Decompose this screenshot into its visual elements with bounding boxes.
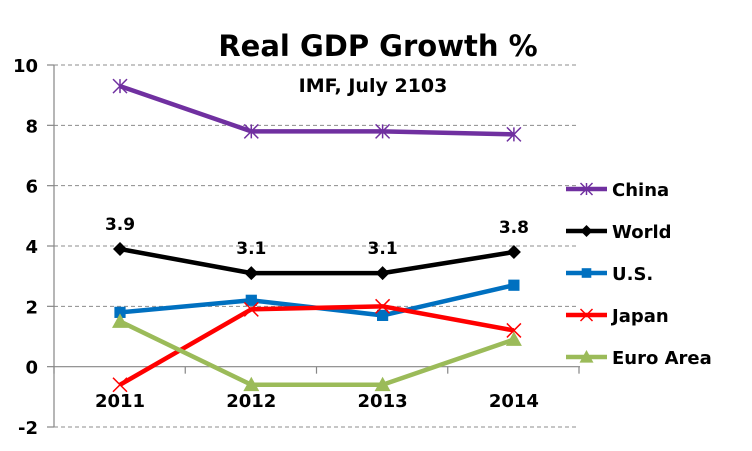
legend-item-china: China <box>566 180 669 201</box>
x-axis-ticks: 2011 2012 2013 2014 <box>95 391 539 412</box>
data-point-china <box>375 123 391 139</box>
data-point-world <box>113 242 127 257</box>
legend-label-euro-area: Euro Area <box>612 348 712 369</box>
series-japan <box>112 298 522 393</box>
x-tick-label: 2012 <box>226 391 276 412</box>
y-tick-label: 4 <box>25 237 38 258</box>
series-layer <box>112 78 522 393</box>
chart-subtitle: IMF, July 2103 <box>299 75 448 97</box>
legend-marker-world <box>580 225 593 237</box>
series-line-japan <box>118 304 515 387</box>
data-label-world: 3.1 <box>236 239 266 259</box>
legend-item-japan: Japan <box>566 306 669 327</box>
legend-marker-japan <box>579 308 594 322</box>
series-u-s <box>114 279 520 321</box>
series-world <box>113 242 521 281</box>
data-point-u-s <box>508 279 520 291</box>
legend-marker-china <box>579 182 594 196</box>
legend-label-china: China <box>612 180 669 201</box>
data-point-u-s <box>245 294 257 306</box>
data-point-euro-area <box>112 313 128 328</box>
axes <box>47 64 580 428</box>
data-label-world: 3.8 <box>499 218 529 238</box>
y-tick-label: 6 <box>25 177 38 198</box>
y-tick-label: 10 <box>13 56 38 77</box>
data-point-china <box>112 78 128 94</box>
series-euro-area <box>112 313 522 392</box>
data-point-world <box>244 266 259 281</box>
x-tick-label: 2011 <box>95 391 145 412</box>
series-line-china <box>119 83 514 137</box>
legend-item-world: World <box>566 222 672 243</box>
data-point-euro-area <box>243 376 260 392</box>
data-label-world: 3.1 <box>368 239 398 259</box>
series-china <box>112 78 522 142</box>
y-tick-label: 2 <box>25 297 38 318</box>
data-point-china <box>506 126 522 142</box>
y-tick-label: 8 <box>25 116 38 137</box>
data-point-u-s <box>114 306 126 318</box>
data-point-u-s <box>377 309 389 321</box>
data-point-world <box>506 245 521 260</box>
data-point-japan <box>375 298 391 314</box>
series-line-world <box>119 246 515 276</box>
y-tick-label: -2 <box>18 418 38 439</box>
x-tick-label: 2014 <box>489 391 539 412</box>
data-point-japan <box>506 322 522 338</box>
y-axis-ticks: 10 8 6 4 2 0 -2 <box>13 56 38 439</box>
legend-marker-euro-area <box>579 350 594 363</box>
legend-label-world: World <box>612 222 672 243</box>
legend: China World U.S. Japan Euro Area <box>566 180 712 369</box>
legend-label-japan: Japan <box>610 306 669 327</box>
legend-marker-u-s <box>581 268 592 278</box>
data-labels: 3.9 3.1 3.1 3.8 <box>105 215 529 259</box>
legend-item-euro-area: Euro Area <box>566 348 712 369</box>
data-point-euro-area <box>374 376 391 392</box>
x-tick-label: 2013 <box>358 391 408 412</box>
series-line-u-s <box>119 283 515 318</box>
y-tick-label: 0 <box>25 358 38 379</box>
data-point-japan <box>243 301 259 317</box>
data-point-china <box>243 123 259 139</box>
legend-item-u-s: U.S. <box>566 264 653 285</box>
chart-title: Real GDP Growth % <box>218 29 537 63</box>
data-label-world: 3.9 <box>105 215 135 235</box>
data-point-japan <box>112 377 128 393</box>
legend-label-u-s: U.S. <box>612 264 653 285</box>
data-point-world <box>375 266 390 281</box>
series-line-euro-area <box>119 319 515 388</box>
data-point-euro-area <box>505 331 522 346</box>
